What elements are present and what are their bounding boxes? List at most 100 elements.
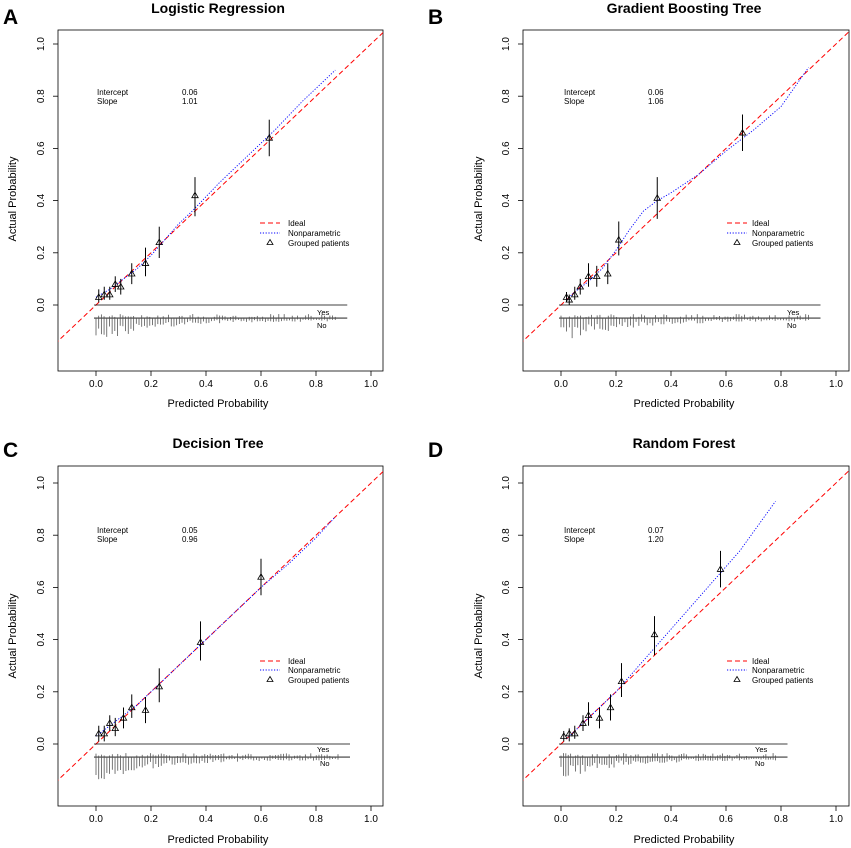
grouped-point xyxy=(127,703,136,711)
axis-ticks: 0.0 0.2 0.4 0.6 0.8 1.0 0.0 0.2 0.4 0.6 0.8 1.0 xyxy=(501,37,843,390)
grouped-point xyxy=(191,191,199,199)
legend: Ideal Nonparametric Grouped patients xyxy=(727,219,813,248)
x-tick-label: 0.8 xyxy=(774,379,788,390)
grouped-point xyxy=(584,272,593,279)
grouped-point xyxy=(119,713,128,721)
slope-label: Slope xyxy=(97,97,118,106)
legend: Ideal Nonparametric Grouped patients xyxy=(260,219,349,248)
chart-title: Random Forest xyxy=(633,435,736,451)
grouped-point xyxy=(565,295,574,303)
legend-grouped-label: Grouped patients xyxy=(288,239,349,248)
y-tick-label: 0.8 xyxy=(501,528,512,542)
grouped-point xyxy=(592,272,601,279)
chart-title: Gradient Boosting Tree xyxy=(607,0,762,16)
panel-letter: D xyxy=(428,439,443,462)
slope-label: Slope xyxy=(564,97,585,106)
intercept-label: Intercept xyxy=(564,526,596,535)
grouped-point xyxy=(100,729,109,737)
legend-ideal-label: Ideal xyxy=(288,219,306,228)
legend: Ideal Nonparametric Grouped patients xyxy=(260,657,349,685)
y-axis-label: Actual Probability xyxy=(7,156,19,241)
intercept-value: 0.06 xyxy=(182,88,198,97)
x-axis-label: Predicted Probability xyxy=(634,834,735,846)
y-tick-label: 0.0 xyxy=(36,737,47,751)
legend: Ideal Nonparametric Grouped patients xyxy=(727,657,813,685)
y-tick-label: 1.0 xyxy=(36,37,47,51)
y-tick-label: 0.0 xyxy=(501,737,512,751)
x-axis-label: Predicted Probability xyxy=(168,398,269,410)
chart-title: Decision Tree xyxy=(172,435,263,451)
x-tick-label: 0.6 xyxy=(719,379,733,390)
y-tick-label: 0.2 xyxy=(501,245,512,259)
legend-nonparametric-label: Nonparametric xyxy=(288,666,340,675)
grouped-point xyxy=(127,269,136,277)
x-tick-label: 0.8 xyxy=(774,814,788,825)
grouped-point xyxy=(650,630,659,638)
grouped-point xyxy=(111,724,120,732)
grouped-point xyxy=(116,282,125,290)
panel-letter: B xyxy=(428,6,443,29)
spike-yes-label: Yes xyxy=(755,745,767,754)
legend-grouped-label: Grouped patients xyxy=(752,239,813,248)
x-tick-label: 0.4 xyxy=(199,814,213,825)
panel-c: C Decision Tree 0.0 0.2 0.4 0.6 0.8 1.0 0.0 0.2… xyxy=(3,435,384,846)
y-tick-label: 0.8 xyxy=(501,89,512,103)
grouped-point xyxy=(579,719,587,726)
grouped-point xyxy=(716,565,725,572)
grouped-point xyxy=(653,193,662,201)
y-tick-label: 0.2 xyxy=(36,684,47,698)
x-tick-label: 1.0 xyxy=(829,814,843,825)
panel-letter: C xyxy=(3,439,18,462)
spike-yes-label: Yes xyxy=(317,745,329,754)
x-tick-label: 0.2 xyxy=(144,379,158,390)
grouped-point xyxy=(155,682,164,690)
x-axis-label: Predicted Probability xyxy=(634,398,735,410)
legend-grouped-label: Grouped patients xyxy=(752,676,813,685)
y-tick-label: 0.2 xyxy=(36,245,47,259)
x-tick-label: 0.0 xyxy=(89,814,103,825)
grouped-point xyxy=(576,282,585,290)
y-tick-label: 0.4 xyxy=(501,193,512,207)
plot-area xyxy=(58,470,383,781)
grouped-point xyxy=(111,280,120,287)
slope-value: 1.06 xyxy=(648,97,664,106)
legend-nonparametric-label: Nonparametric xyxy=(752,666,804,675)
grouped-point xyxy=(570,729,579,737)
y-axis-label: Actual Probability xyxy=(7,593,19,678)
grouped-point xyxy=(584,711,593,718)
grouped-point xyxy=(559,732,568,739)
spike-yes-label: Yes xyxy=(317,308,329,317)
grouped-point xyxy=(603,269,612,277)
y-tick-label: 0.0 xyxy=(36,298,47,312)
intercept-value: 0.05 xyxy=(182,526,198,535)
y-axis-label: Actual Probability xyxy=(473,156,485,241)
axis-ticks: 0.0 0.2 0.4 0.6 0.8 1.0 0.0 0.2 0.4 0.6 0.8 1.0 xyxy=(36,476,378,825)
y-tick-label: 0.4 xyxy=(36,193,47,207)
legend-grouped-triangle xyxy=(733,238,741,245)
grouped-point xyxy=(141,706,150,713)
y-tick-label: 0.8 xyxy=(36,528,47,542)
x-tick-label: 0.8 xyxy=(309,379,323,390)
plot-area xyxy=(523,30,849,342)
x-tick-label: 0.4 xyxy=(664,379,678,390)
slope-value: 1.01 xyxy=(182,97,198,106)
legend-grouped-triangle xyxy=(733,675,741,682)
grouped-point xyxy=(595,713,604,721)
x-tick-label: 1.0 xyxy=(364,379,378,390)
spike-no-label: No xyxy=(787,321,797,330)
legend-nonparametric-label: Nonparametric xyxy=(752,229,804,238)
x-tick-label: 0.6 xyxy=(254,814,268,825)
grouped-point xyxy=(155,238,164,246)
y-tick-label: 0.4 xyxy=(501,632,512,646)
y-tick-label: 0.2 xyxy=(501,684,512,698)
legend-ideal-label: Ideal xyxy=(752,657,770,666)
intercept-label: Intercept xyxy=(97,526,129,535)
x-tick-label: 0.2 xyxy=(144,814,158,825)
legend-nonparametric-label: Nonparametric xyxy=(288,229,340,238)
axis-ticks: 0.0 0.2 0.4 0.6 0.8 1.0 0.0 0.2 0.4 0.6 0.8 1.0 xyxy=(36,37,378,390)
x-tick-label: 0.0 xyxy=(89,379,103,390)
grouped-point xyxy=(738,128,747,136)
slope-label: Slope xyxy=(97,535,118,544)
legend-grouped-triangle xyxy=(266,238,274,245)
